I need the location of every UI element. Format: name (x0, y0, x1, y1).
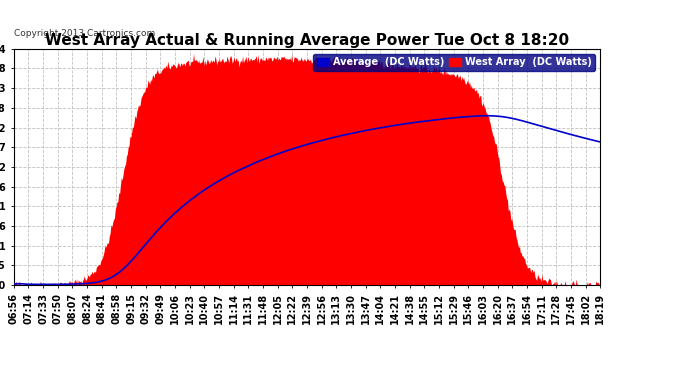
Legend: Average  (DC Watts), West Array  (DC Watts): Average (DC Watts), West Array (DC Watts… (313, 54, 595, 71)
Title: West Array Actual & Running Average Power Tue Oct 8 18:20: West Array Actual & Running Average Powe… (45, 33, 569, 48)
Text: Copyright 2013 Cartronics.com: Copyright 2013 Cartronics.com (14, 29, 155, 38)
